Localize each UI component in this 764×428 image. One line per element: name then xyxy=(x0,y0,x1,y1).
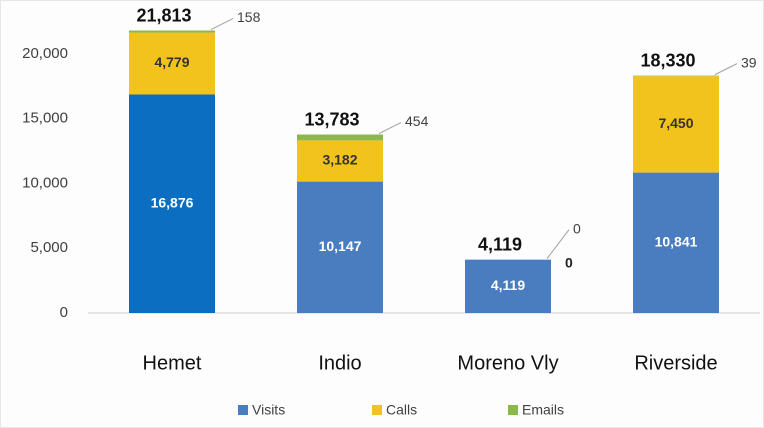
bar-segment xyxy=(633,76,719,173)
leader-line xyxy=(210,18,234,30)
legend-label: Calls xyxy=(386,402,417,418)
data-label: 10,841 xyxy=(655,234,698,250)
data-label: 3,182 xyxy=(322,152,357,168)
data-label: 4,779 xyxy=(154,54,189,70)
legend-swatch xyxy=(508,405,518,415)
data-label: 39 xyxy=(741,54,757,70)
data-label: 10,147 xyxy=(319,238,362,254)
data-label: 0 xyxy=(573,220,581,236)
bar-segment xyxy=(297,134,383,141)
data-label: 454 xyxy=(405,113,429,129)
bar-segment xyxy=(129,32,215,95)
total-label: 13,783 xyxy=(304,109,359,129)
legend-label: Emails xyxy=(522,402,564,418)
data-label: 7,450 xyxy=(658,115,693,131)
bar-segment xyxy=(129,94,215,313)
bar-segment xyxy=(633,172,719,313)
y-tick-label: 5,000 xyxy=(30,239,68,256)
leader-line xyxy=(378,122,402,134)
bar-segment xyxy=(297,140,383,182)
bar-segment xyxy=(465,259,551,313)
x-tick-label: Riverside xyxy=(634,352,717,374)
x-tick-label: Indio xyxy=(318,352,361,374)
legend-swatch xyxy=(372,405,382,415)
data-label: 16,876 xyxy=(151,194,194,210)
legend-label: Visits xyxy=(252,402,285,418)
total-label: 21,813 xyxy=(136,5,191,25)
data-label: 0 xyxy=(565,254,573,270)
bar-segment xyxy=(633,75,719,77)
leader-line xyxy=(546,229,570,259)
bar-segment xyxy=(129,30,215,33)
data-label: 158 xyxy=(237,9,261,25)
bar-segment xyxy=(297,181,383,313)
y-tick-label: 20,000 xyxy=(22,45,68,62)
x-tick-label: Hemet xyxy=(143,352,202,374)
total-label: 4,119 xyxy=(478,234,522,254)
y-tick-label: 10,000 xyxy=(22,174,68,191)
y-tick-label: 15,000 xyxy=(22,110,68,127)
x-tick-label: Moreno Vly xyxy=(457,352,558,374)
total-label: 18,330 xyxy=(640,50,695,70)
y-tick-label: 0 xyxy=(60,304,68,321)
leader-line xyxy=(714,63,738,76)
legend-swatch xyxy=(238,405,248,415)
data-label: 4,119 xyxy=(491,277,525,293)
